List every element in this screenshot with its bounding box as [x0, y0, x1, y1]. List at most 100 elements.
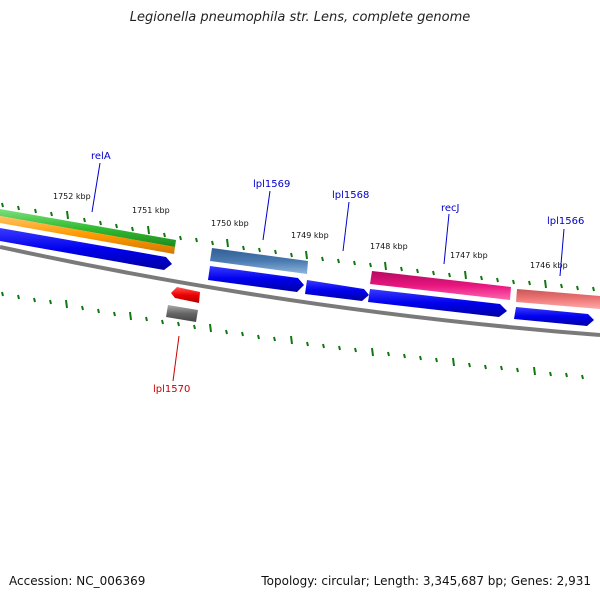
ruler-tick: [163, 232, 166, 238]
ruler-tick: [516, 367, 519, 373]
ruler-tick: [500, 365, 503, 371]
ruler-tick: [49, 299, 52, 305]
ruler-tick: [34, 208, 37, 214]
ruler-tick-major: [209, 323, 212, 333]
ruler-tick: [400, 266, 403, 272]
callout-line-lpl1569: [262, 190, 271, 241]
ruler-tick: [528, 280, 531, 286]
ruler-tick-major: [65, 299, 68, 309]
gene-label-lpl1570[interactable]: lpl1570: [153, 384, 190, 395]
callout-line-relA: [91, 162, 101, 213]
ruler-label: 1752 kbp: [53, 192, 91, 201]
ruler-label: 1748 kbp: [370, 242, 408, 251]
ruler-label: 1746 kbp: [530, 261, 568, 270]
gene-relA-orange[interactable]: [0, 216, 175, 254]
ruler-tick: [416, 268, 419, 274]
ruler-tick: [115, 223, 118, 229]
ruler-tick: [581, 374, 584, 380]
gene-lpl1570-gray[interactable]: [166, 305, 198, 322]
ruler-tick: [241, 331, 244, 337]
callout-line-lpl1566: [559, 228, 565, 277]
gene-recJ-band[interactable]: [370, 271, 511, 300]
ruler-tick: [512, 279, 515, 285]
ruler-tick: [81, 305, 84, 311]
ruler-tick: [273, 336, 276, 342]
ruler-tick: [161, 319, 164, 325]
ruler-tick-major: [290, 335, 293, 345]
cds-lpl1568[interactable]: [305, 280, 369, 301]
cds-lpl1566[interactable]: [514, 307, 594, 326]
ruler-tick: [403, 353, 406, 359]
gene-label-recJ[interactable]: recJ: [441, 203, 460, 214]
ruler-tick: [419, 355, 422, 361]
gene-label-relA[interactable]: relA: [91, 151, 111, 162]
ruler-tick: [33, 297, 36, 303]
ruler-tick-major: [66, 210, 69, 220]
ruler-tick: [592, 286, 595, 292]
ruler-tick: [387, 351, 390, 357]
ruler-tick: [1, 291, 4, 297]
ruler-label: 1751 kbp: [132, 206, 170, 215]
ruler-tick-major: [464, 270, 467, 280]
gene-lpl1566-band[interactable]: [516, 289, 600, 309]
callout-line-recJ: [443, 213, 450, 265]
ruler-tick-major: [452, 357, 455, 367]
callout-line-lpl1570: [172, 335, 180, 382]
ruler-tick-major: [371, 347, 374, 357]
ruler-tick: [258, 247, 261, 253]
ruler-tick: [448, 272, 451, 278]
ruler-tick: [565, 372, 568, 378]
gene-lpl1570-red[interactable]: [171, 287, 200, 303]
gene-label-lpl1568[interactable]: lpl1568: [332, 190, 369, 201]
ruler-tick: [257, 334, 260, 340]
ruler-tick: [468, 362, 471, 368]
ruler-tick: [321, 256, 324, 262]
gene-label-lpl1569[interactable]: lpl1569: [253, 179, 290, 190]
ruler-tick: [83, 217, 86, 223]
ruler-tick-major: [305, 250, 308, 260]
ruler-tick: [145, 316, 148, 322]
ruler-tick: [322, 343, 325, 349]
ruler-tick: [17, 205, 20, 211]
ruler-tick: [113, 311, 116, 317]
ruler-tick: [290, 252, 293, 258]
callout-line-lpl1568: [342, 201, 350, 252]
topology-text: Topology: circular; Length: 3,345,687 bp…: [261, 574, 591, 588]
ruler-tick: [17, 294, 20, 300]
ruler-tick: [576, 285, 579, 291]
genome-backbone: [0, 245, 600, 337]
ruler-tick: [354, 347, 357, 353]
cds-recJ[interactable]: [368, 289, 507, 317]
ruler-tick: [177, 321, 180, 327]
ruler-tick: [560, 283, 563, 289]
ruler-tick: [337, 258, 340, 264]
ruler-tick: [353, 260, 356, 266]
gene-lpl1569-band[interactable]: [210, 248, 308, 274]
ruler-tick: [211, 240, 214, 246]
ruler-label: 1750 kbp: [211, 219, 249, 228]
ruler-tick: [496, 277, 499, 283]
gene-relA-green[interactable]: [0, 209, 176, 247]
ruler-tick: [195, 237, 198, 243]
ruler-tick-major: [147, 225, 150, 235]
ruler-tick: [484, 364, 487, 370]
ruler-tick: [179, 235, 182, 241]
ruler-tick: [432, 270, 435, 276]
ruler-tick-major: [129, 311, 132, 321]
cds-lpl1569[interactable]: [208, 266, 304, 292]
ruler-upper: [1, 202, 595, 292]
ruler-tick: [1, 202, 4, 208]
gene-label-lpl1566[interactable]: lpl1566: [547, 216, 584, 227]
ruler-tick: [225, 329, 228, 335]
ruler-tick-major: [384, 261, 387, 271]
accession-text: Accession: NC_006369: [9, 574, 146, 588]
ruler-tick: [549, 371, 552, 377]
ruler-tick: [193, 324, 196, 330]
ruler-tick: [99, 220, 102, 226]
ruler-tick: [306, 341, 309, 347]
cds-relA[interactable]: [0, 228, 172, 270]
map-title: Legionella pneumophila str. Lens, comple…: [129, 10, 471, 25]
ruler-tick: [50, 211, 53, 217]
